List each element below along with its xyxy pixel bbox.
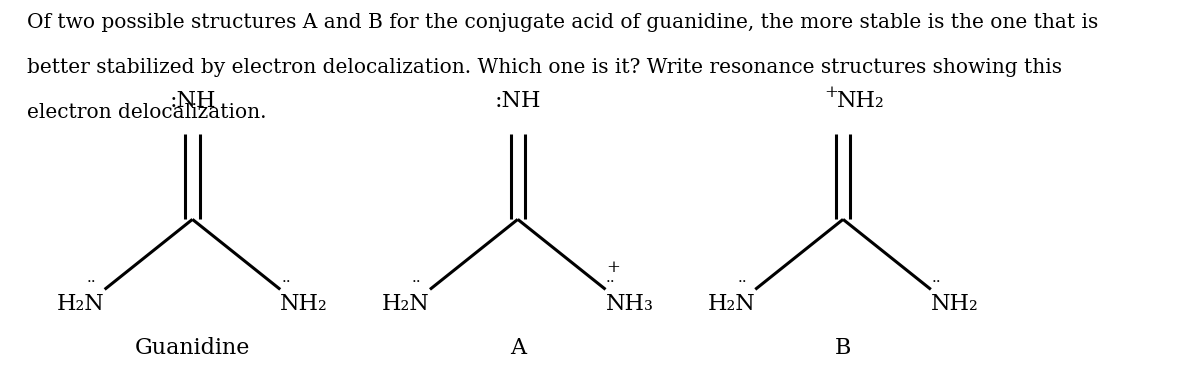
Text: ··: ·· xyxy=(606,276,616,289)
Text: NH₂: NH₂ xyxy=(836,90,884,113)
Text: +: + xyxy=(824,83,839,101)
Text: NH₃: NH₃ xyxy=(606,293,654,315)
Text: H₂N: H₂N xyxy=(383,293,430,315)
Text: NH₂: NH₂ xyxy=(281,293,328,315)
Text: A: A xyxy=(510,338,526,359)
Text: H₂N: H₂N xyxy=(708,293,755,315)
Text: ··: ·· xyxy=(281,276,292,289)
Text: ··: ·· xyxy=(932,276,942,289)
Text: :NH: :NH xyxy=(494,90,541,113)
Text: B: B xyxy=(835,338,851,359)
Text: ··: ·· xyxy=(412,276,421,289)
Text: Of two possible structures A and B for the conjugate acid of guanidine, the more: Of two possible structures A and B for t… xyxy=(28,13,1098,32)
Text: ··: ·· xyxy=(737,276,748,289)
Text: Guanidine: Guanidine xyxy=(134,338,250,359)
Text: +: + xyxy=(606,259,620,276)
Text: NH₂: NH₂ xyxy=(931,293,978,315)
Text: :NH: :NH xyxy=(169,90,216,113)
Text: electron delocalization.: electron delocalization. xyxy=(28,103,266,122)
Text: ··: ·· xyxy=(86,276,96,289)
Text: better stabilized by electron delocalization. Which one is it? Write resonance s: better stabilized by electron delocaliza… xyxy=(28,58,1062,77)
Text: H₂N: H₂N xyxy=(56,293,104,315)
